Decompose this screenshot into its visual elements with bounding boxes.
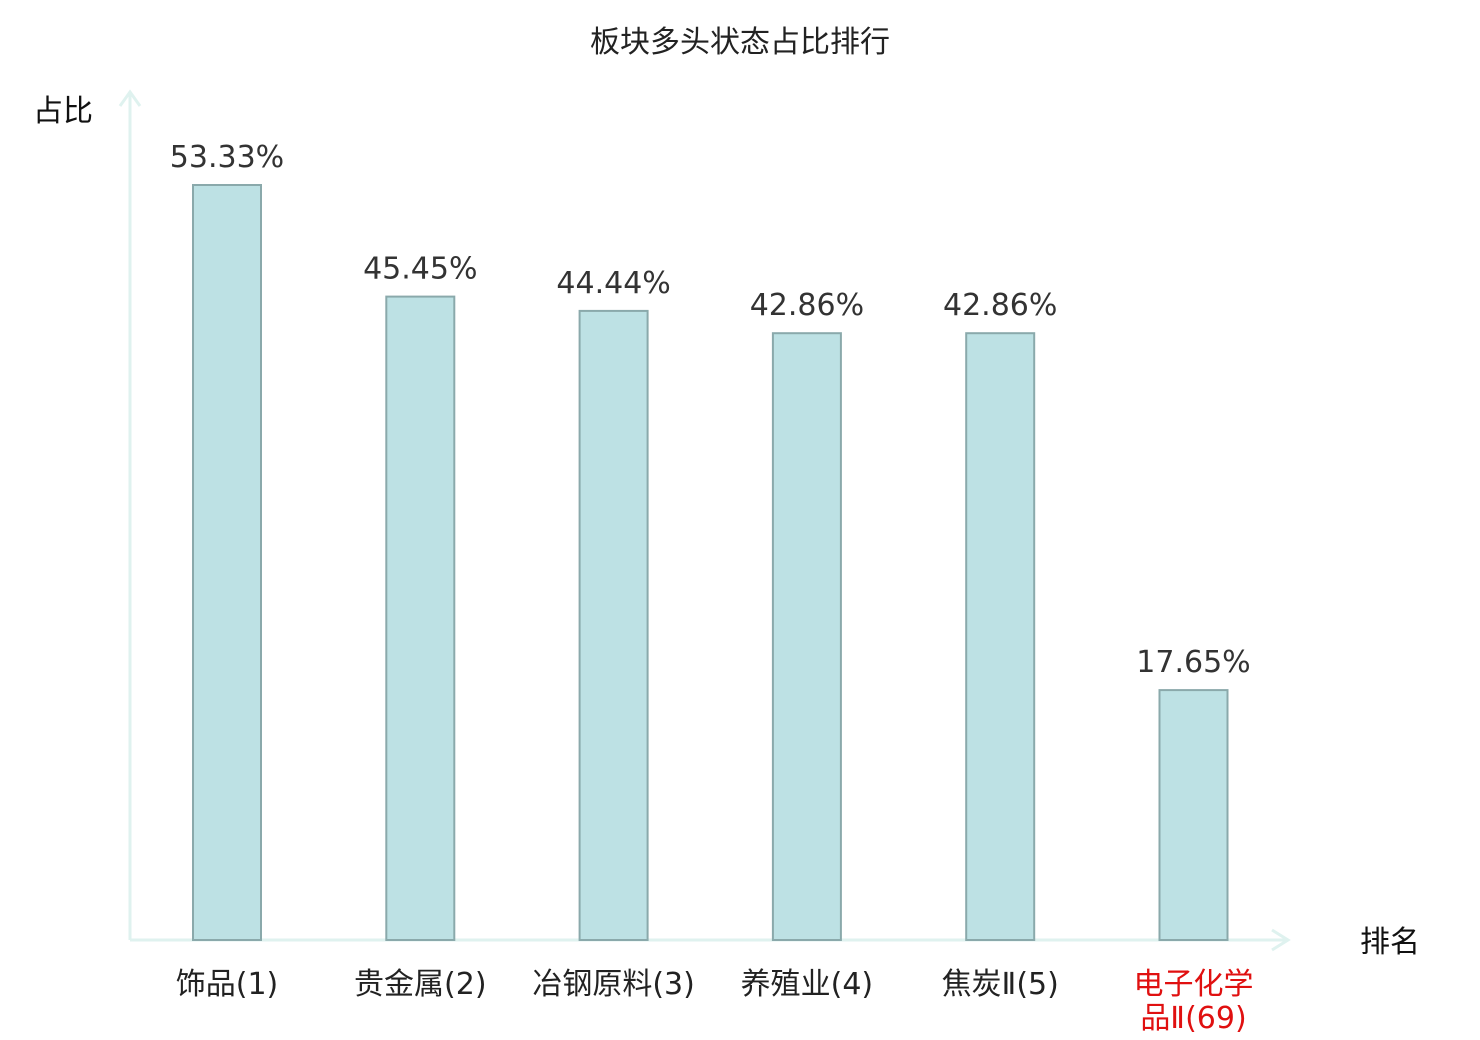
category-label-5-line-1: 品Ⅱ(69) bbox=[1140, 1001, 1246, 1036]
category-label-5-line-0: 电子化学 bbox=[1134, 967, 1254, 1002]
value-label-1: 45.45% bbox=[363, 252, 477, 287]
value-label-4: 42.86% bbox=[943, 288, 1057, 323]
bar-5 bbox=[1158, 689, 1229, 941]
category-label-0: 饰品(1) bbox=[176, 967, 279, 1002]
bar-4 bbox=[965, 332, 1036, 941]
axes bbox=[118, 89, 1291, 952]
y-axis-label: 占比 bbox=[33, 94, 93, 129]
bar-0 bbox=[192, 184, 262, 941]
y-axis-arrow bbox=[118, 89, 142, 107]
value-label-2: 44.44% bbox=[556, 266, 670, 301]
category-label-3: 养殖业(4) bbox=[741, 967, 874, 1002]
category-label-4: 焦炭Ⅱ(5) bbox=[942, 967, 1059, 1002]
bar-1 bbox=[385, 295, 456, 942]
chart-title: 板块多头状态占比排行 bbox=[590, 25, 890, 60]
category-label-1: 贵金属(2) bbox=[354, 967, 487, 1002]
category-label-2: 冶钢原料(3) bbox=[532, 967, 695, 1002]
bar-2 bbox=[578, 309, 649, 941]
x-axis-label: 排名 bbox=[1360, 925, 1420, 960]
x-axis-arrow bbox=[1271, 928, 1291, 952]
bar-3 bbox=[771, 332, 842, 941]
bars bbox=[192, 184, 1229, 942]
value-label-3: 42.86% bbox=[750, 288, 864, 323]
value-labels: 53.33% 45.45% 44.44% 42.86% 42.86% 17.65% bbox=[170, 140, 1251, 680]
value-label-0: 53.33% bbox=[170, 140, 284, 175]
value-label-5: 17.65% bbox=[1136, 645, 1250, 680]
